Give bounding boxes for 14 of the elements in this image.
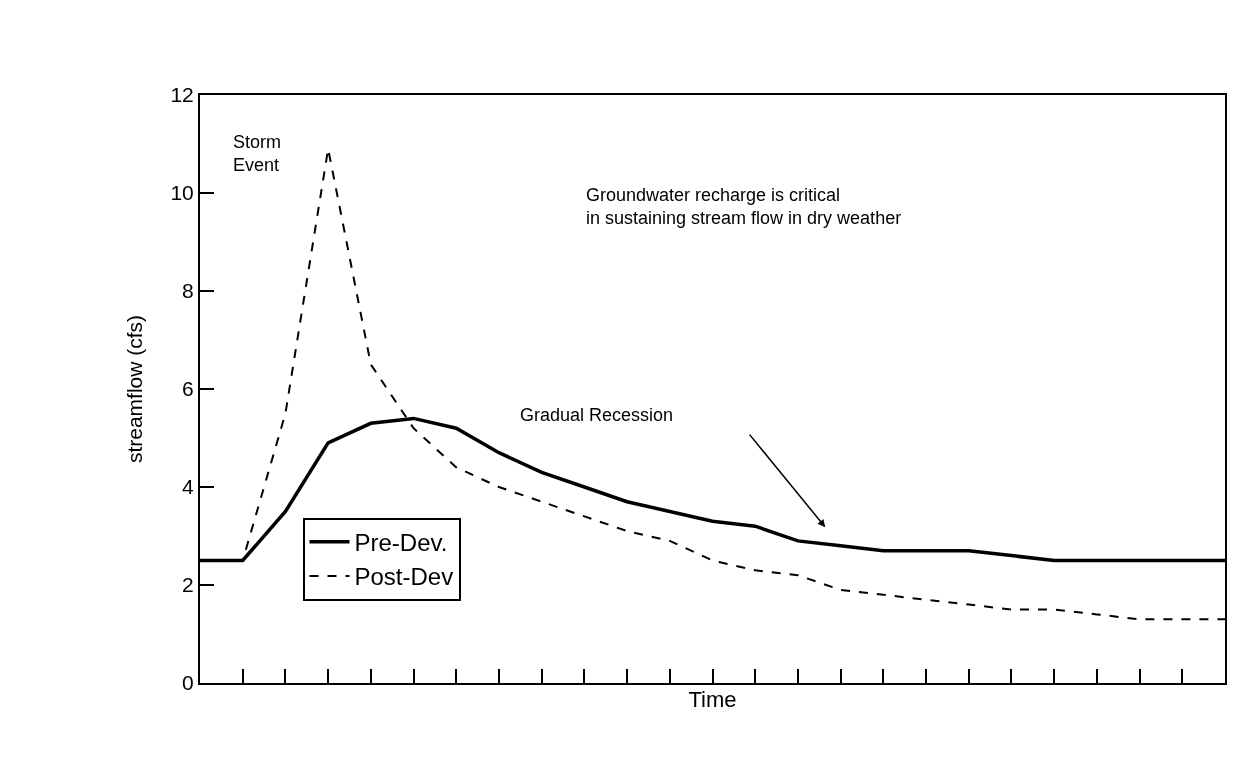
y-tick-label: 0: [182, 671, 194, 695]
x-axis-title: Time: [688, 687, 737, 713]
y-tick-label: 12: [170, 83, 194, 107]
y-axis-title: streamflow (cfs): [123, 314, 147, 464]
annotation: Groundwater recharge is critical in sustaining stream flow in dry weather: [586, 185, 902, 229]
annotation: Gradual Recession: [520, 405, 674, 425]
y-tick-label: 8: [182, 279, 194, 303]
annotation: Storm Event: [233, 132, 282, 176]
y-tick-label: 4: [182, 475, 195, 499]
y-tick-label: 10: [170, 181, 194, 205]
legend-label: Pre-Dev.: [354, 529, 448, 557]
y-tick-label: 6: [182, 377, 194, 401]
y-tick-label: 2: [182, 573, 194, 597]
legend-label: Post-Dev: [354, 563, 454, 591]
